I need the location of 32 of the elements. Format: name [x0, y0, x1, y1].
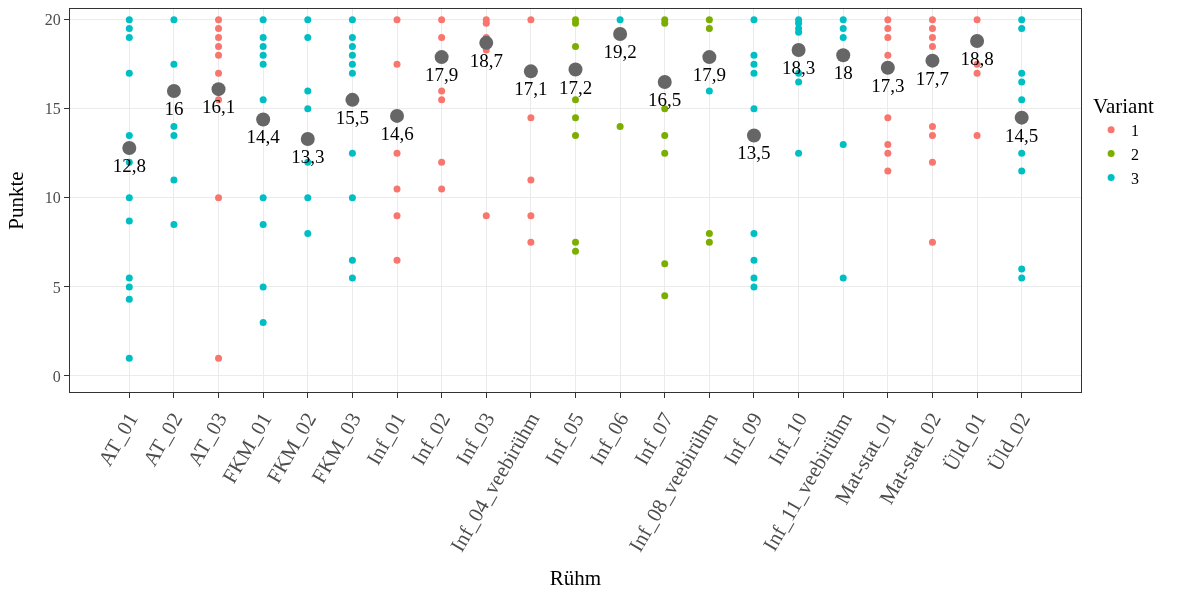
- data-label: 17,3: [871, 74, 905, 96]
- data-label: 16,5: [648, 89, 682, 111]
- data-label: 13,5: [737, 142, 771, 164]
- data-label: 14,5: [1005, 124, 1039, 146]
- y-tick-label: 20: [44, 11, 61, 29]
- data-label: 17,9: [692, 64, 726, 86]
- data-label: 14,4: [246, 126, 281, 148]
- data-label: 19,2: [603, 40, 637, 62]
- data-label: 15,5: [335, 106, 370, 128]
- data-label: 16,1: [201, 96, 236, 118]
- legend-label: 3: [1131, 169, 1140, 187]
- y-tick-label: 0: [52, 367, 61, 385]
- data-label: 13,3: [291, 146, 325, 168]
- legend-title: Variant: [1093, 93, 1154, 118]
- data-label: 18,7: [469, 49, 503, 71]
- data-label: 18,8: [960, 48, 994, 70]
- legend-label: 2: [1131, 145, 1140, 163]
- data-label: 14,6: [380, 122, 414, 144]
- legend-label: 1: [1131, 122, 1140, 140]
- y-tick-label: 10: [44, 189, 61, 207]
- data-label: 17,2: [558, 76, 593, 98]
- data-label: 18: [833, 62, 853, 84]
- y-axis-title: Punkte: [3, 171, 28, 230]
- x-axis-title: Rühm: [549, 566, 602, 591]
- data-label: 17,7: [915, 67, 950, 89]
- data-label: 17,1: [514, 78, 548, 100]
- y-tick-label: 15: [44, 100, 61, 118]
- data-label: 18,3: [781, 56, 816, 78]
- data-label: 17,9: [425, 64, 459, 86]
- y-tick-label: 5: [52, 278, 61, 296]
- data-label: 16: [164, 97, 184, 119]
- data-label: 12,8: [112, 154, 146, 176]
